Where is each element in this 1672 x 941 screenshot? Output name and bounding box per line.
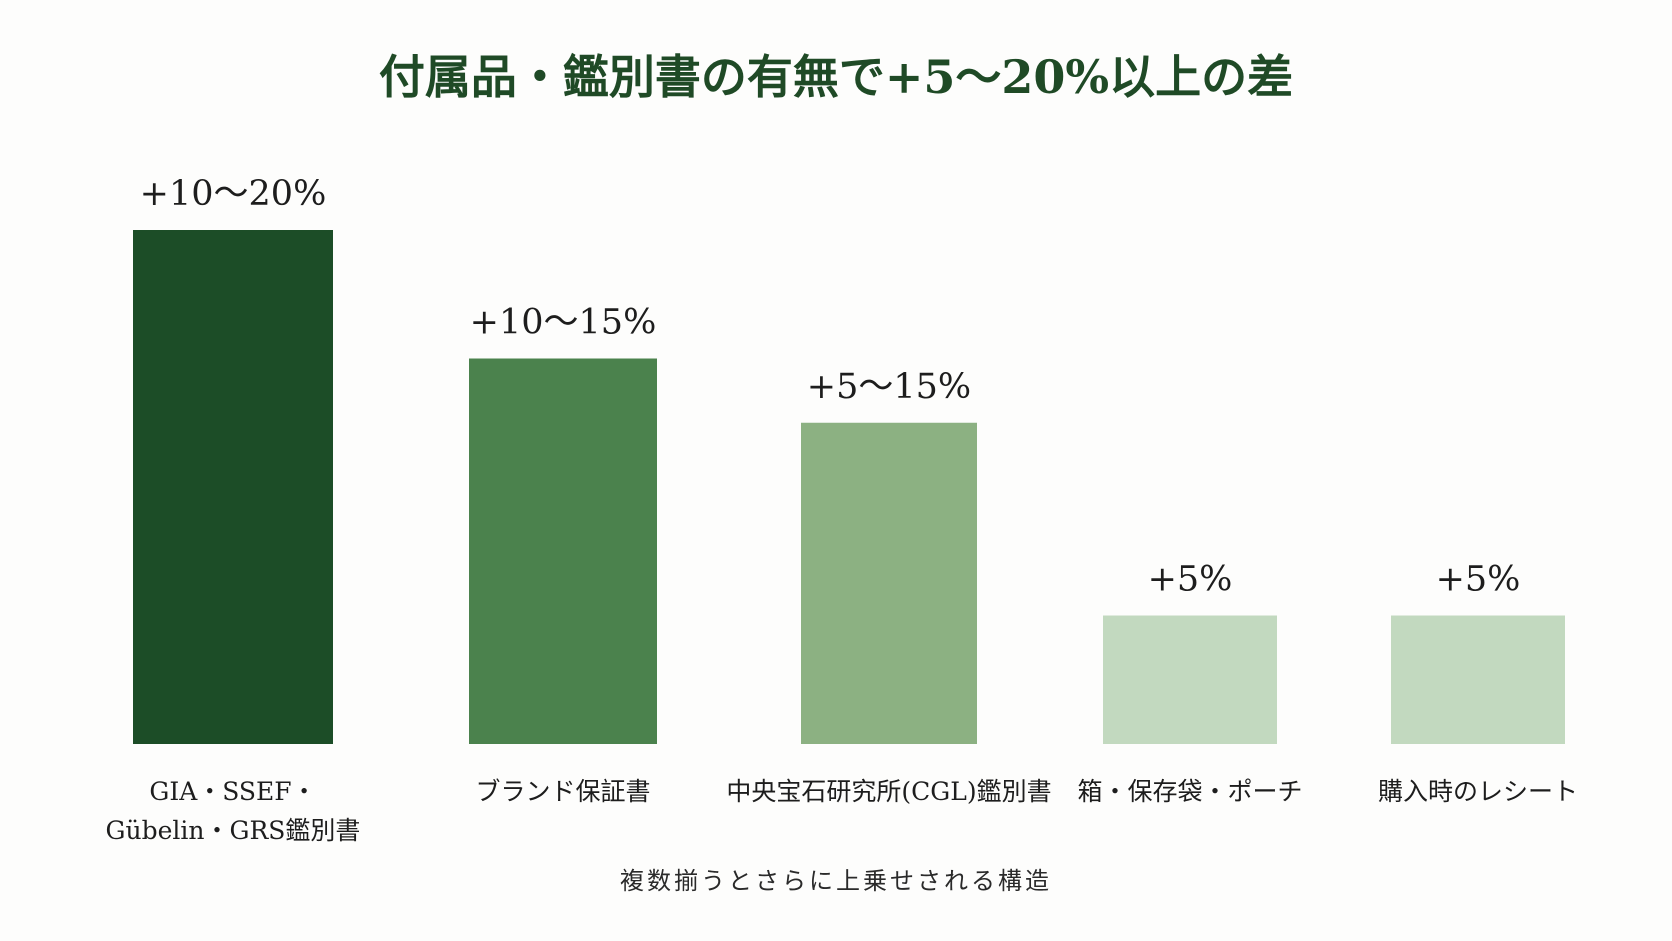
bar-3: [801, 422, 977, 744]
bar-value-label-2: +10〜15%: [470, 303, 657, 343]
bar-4: [1103, 615, 1277, 744]
category-label-5: 購入時のレシート: [1378, 777, 1578, 806]
chart-title: 付属品・鑑別書の有無で+5〜20%以上の差: [379, 50, 1293, 104]
bar-value-label-4: +5%: [1148, 560, 1233, 600]
category-label-4: 箱・保存袋・ポーチ: [1077, 777, 1302, 806]
category-label-2: ブランド保証書: [475, 777, 650, 806]
bar-value-label-1: +10〜20%: [140, 174, 327, 214]
bar-value-label-3: +5〜15%: [807, 367, 971, 407]
category-label-3: 中央宝石研究所(CGL)鑑別書: [726, 777, 1051, 806]
bar-5: [1391, 615, 1565, 744]
bars-layer: [133, 230, 1565, 744]
value-labels-layer: +10〜20% +10〜15% +5〜15% +5% +5%: [140, 174, 1521, 600]
category-label-1-line-1: GIA・SSEF・: [149, 777, 316, 806]
chart-note: 複数揃うとさらに上乗せされる構造: [620, 867, 1052, 895]
bar-1: [133, 230, 333, 744]
category-labels-layer: GIA・SSEF・ Gübelin・GRS鑑別書 ブランド保証書 中央宝石研究所(CG…: [106, 777, 1578, 845]
bar-value-label-5: +5%: [1436, 560, 1521, 600]
bar-2: [469, 358, 657, 744]
category-label-1-line-2: Gübelin・GRS鑑別書: [106, 816, 361, 845]
